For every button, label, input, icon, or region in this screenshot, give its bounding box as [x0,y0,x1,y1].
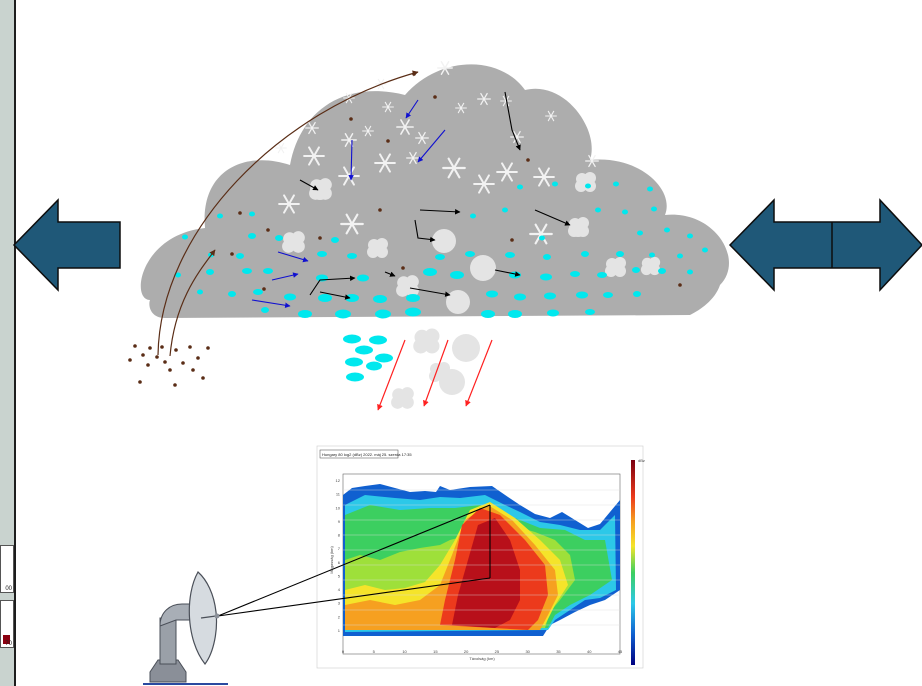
cloud-droplets [175,181,708,319]
colorbar [631,460,635,665]
deposition-arrows [251,99,446,308]
graupel-particles [282,172,661,314]
left-legend-box-top: 00 [0,545,14,593]
radar-cross-section [316,445,644,669]
cloud [140,64,729,319]
left-map-panel-edge: 00 70 [0,0,16,686]
aerosol-particles [128,72,682,387]
riming-arrows [299,91,571,300]
radar-dish-icon [143,571,228,685]
precipitation [343,328,493,411]
legend-swatch-dark-red [3,635,10,644]
left-legend-box-bottom: 70 [0,600,14,648]
radar-beam [217,504,491,617]
double-arrow-icon [728,198,922,292]
left-arrow-icon [12,198,121,292]
aerosol-uplift-arrows [157,70,419,357]
